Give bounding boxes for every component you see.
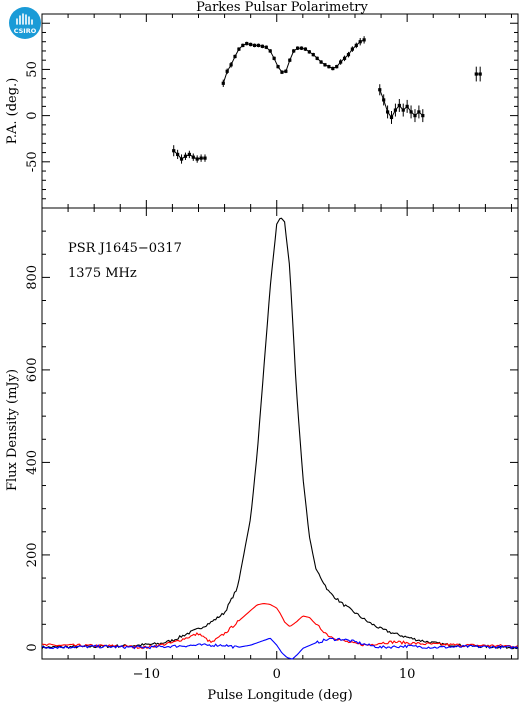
pa-point [327,65,331,69]
csiro-logo-bars [16,13,33,25]
pa-point [339,60,343,64]
flux-y-tick-label: 0 [25,643,40,651]
pa-point [474,72,478,76]
pa-point [389,115,394,120]
flux-axis-label: Flux Density (mJy) [5,369,20,491]
pa-point [229,63,233,67]
pa-point [319,60,323,64]
pa-panel: -50 0 50 P.A. (deg.) [5,13,519,209]
pa-point [299,46,304,50]
pa-point [346,53,351,57]
pa-point [401,108,405,112]
pa-point [378,88,382,92]
total-profile-line [41,217,518,650]
pa-point [413,114,417,118]
pa-point [323,63,327,67]
flux-y-tick-label: 200 [25,543,40,568]
pa-point [350,47,354,51]
pa-panel-frame [41,13,519,209]
pa-y-tick-label: 0 [25,111,40,119]
frequency-annotation: 1375 MHz [68,266,137,281]
pa-point [331,66,335,71]
pa-point [284,69,288,73]
pa-point [315,56,319,60]
pa-y-tick-label: -50 [25,151,40,172]
x-tick-label: 0 [273,667,281,682]
pa-point [478,72,482,76]
pa-point [203,156,207,160]
flux-y-tick-label: 800 [25,265,40,290]
pa-point [354,43,358,48]
pa-point [342,56,347,60]
pa-point [405,104,409,108]
pa-point [385,110,390,114]
pa-point [264,45,268,49]
pa-point [199,156,203,160]
flux-y-tick-label: 600 [25,357,40,382]
x-tick-label: −10 [133,667,160,682]
pa-point [417,110,421,114]
pa-y-tick-label: 50 [25,61,40,78]
pa-point [358,40,362,44]
pa-point [256,43,261,48]
pa-point [225,69,229,73]
flux-profiles [41,217,519,660]
pa-point [183,154,188,158]
pulsar-name-annotation: PSR J1645−0317 [68,241,182,256]
pa-point [176,152,180,157]
pa-point [288,58,292,62]
pa-point [362,38,366,42]
pa-point [179,157,184,161]
pa-point [296,46,300,50]
pa-point [382,98,386,102]
pa-axis-ticks [41,14,518,208]
pa-point [311,53,315,57]
flux-tick-labels: 0 200 400 600 800 −10 0 10 [25,265,415,682]
pa-point [221,81,225,85]
pa-point [187,152,191,157]
pa-point [245,41,249,46]
pa-point [393,108,398,112]
pa-point [421,114,425,118]
pa-point [260,44,264,48]
pa-point [249,42,253,47]
flux-panel-frame [41,207,519,660]
pa-point [292,49,296,53]
pa-axis-label: P.A. (deg.) [5,78,20,145]
pa-point [191,155,195,159]
pa-point [276,65,280,69]
x-tick-label: 10 [399,667,416,682]
pa-point [241,43,245,48]
pa-point [237,47,241,51]
pa-point [195,157,199,161]
csiro-logo-disc [9,7,41,39]
pa-point [272,56,276,60]
csiro-logo: CSIRO [9,7,41,39]
pa-data-points [172,36,482,164]
pa-point [307,50,311,54]
csiro-logo-text: CSIRO [14,27,37,35]
pa-point [233,54,237,59]
flux-y-tick-label: 400 [25,450,40,475]
pa-point [397,103,401,108]
chart-title: Parkes Pulsar Polarimetry [196,0,368,15]
linear-profile-line [41,603,518,650]
x-axis-label: Pulse Longitude (deg) [207,688,352,703]
pa-point [268,49,272,53]
circular-profile-line [41,637,519,660]
pa-point [409,110,413,114]
pa-point [335,65,339,69]
pa-point [280,70,284,74]
pa-point [172,149,176,153]
pa-point [303,47,308,51]
pa-tick-labels: -50 0 50 [25,61,40,172]
flux-panel: 0 200 400 600 800 −10 0 10 Flux Density (mJy) P… [5,207,519,703]
pa-point [252,43,257,48]
